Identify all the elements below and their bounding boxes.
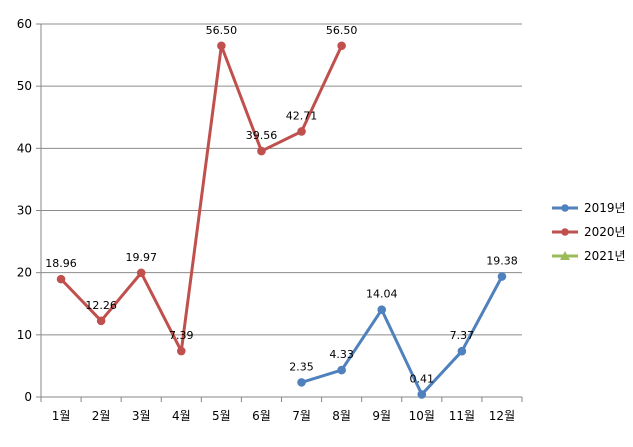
data-label: 19.97 [125,251,157,264]
x-tick-label: 9월 [372,409,391,423]
data-label: 2.35 [289,360,314,373]
x-tick-label: 8월 [332,409,351,423]
data-point [297,127,306,136]
data-point [56,274,66,284]
x-tick-label: 3월 [132,409,151,423]
x-tick-label: 7월 [292,409,311,423]
data-point [217,41,226,51]
data-label: 4.33 [329,348,354,361]
data-point [377,305,387,315]
y-tick-label: 10 [17,328,32,342]
x-tick-label: 1월 [52,409,71,423]
legend-label: 2021년 [584,249,626,263]
series-line-0 [301,275,504,396]
y-tick-label: 0 [24,390,32,404]
y-tick-label: 60 [17,17,32,31]
data-label: 56.50 [326,24,358,37]
data-label: 18.96 [45,257,77,270]
data-label: 14.04 [366,288,398,301]
x-tick-label: 4월 [172,409,191,423]
data-point [176,346,186,356]
data-point [337,365,346,375]
data-label: 12.26 [85,299,117,312]
legend-marker [560,251,570,260]
legend-marker [561,228,569,236]
data-label: 56.50 [206,24,238,37]
y-tick-label: 50 [17,79,32,93]
y-tick-label: 20 [17,266,32,280]
data-label: 7.37 [450,329,475,342]
y-tick-label: 30 [17,204,32,218]
x-tick-label: 5월 [212,409,231,423]
data-point [297,378,306,387]
legend-label: 2019년 [584,201,626,215]
x-tick-label: 10월 [409,409,435,423]
legend-marker [561,204,569,212]
data-label: 42.71 [286,109,318,122]
data-label: 7.39 [169,329,194,342]
data-point [457,346,467,356]
x-tick-label: 2월 [92,409,111,423]
data-label: 39.56 [246,129,278,142]
data-point [257,146,266,156]
data-label: 19.38 [486,255,518,268]
data-point [136,268,146,278]
x-tick-label: 12월 [489,409,515,423]
data-point [96,316,106,326]
data-point [497,272,507,281]
x-tick-label: 11월 [449,409,475,423]
legend-label: 2020년 [584,225,626,239]
y-tick-label: 40 [17,141,32,155]
data-label: 0.41 [410,372,435,385]
series-line-1 [59,44,343,353]
data-point [337,41,346,51]
data-point [417,390,427,399]
x-tick-label: 6월 [252,409,271,423]
